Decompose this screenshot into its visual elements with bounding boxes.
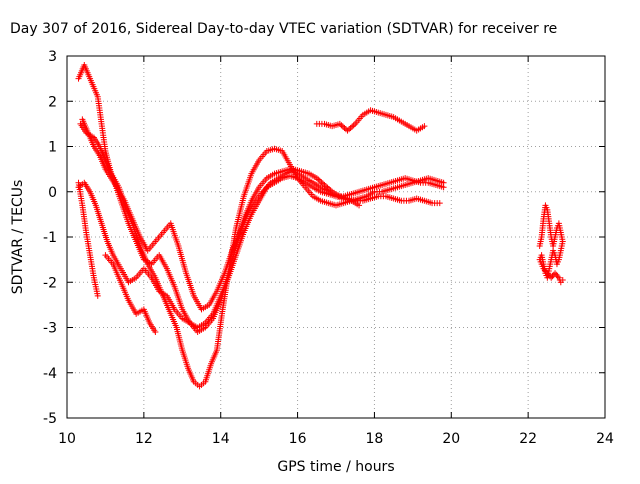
- y-tick-label: -4: [43, 366, 57, 382]
- x-tick-label: 18: [366, 431, 384, 447]
- data-point: [421, 123, 428, 130]
- series-track-7: [313, 107, 428, 134]
- series-track-6: [102, 252, 159, 336]
- chart-title: Day 307 of 2016, Sidereal Day-to-day VTE…: [10, 21, 557, 37]
- y-tick-label: 0: [48, 185, 57, 201]
- points-layer: [75, 62, 566, 390]
- data-point: [316, 177, 323, 184]
- data-point: [350, 122, 357, 129]
- series-track-4: [79, 116, 443, 313]
- x-tick-label: 22: [519, 431, 537, 447]
- y-tick-label: -1: [43, 230, 57, 246]
- data-point: [326, 186, 333, 193]
- y-tick-label: 2: [48, 94, 57, 110]
- series-track-1: [75, 62, 363, 390]
- y-axis-label: SDTVAR / TECUs: [10, 180, 26, 295]
- data-point: [344, 127, 351, 134]
- x-axis-label: GPS time / hours: [277, 459, 394, 475]
- data-point: [440, 179, 447, 186]
- grid-layer: [67, 56, 605, 418]
- y-tick-label: -5: [43, 411, 57, 427]
- x-tick-label: 14: [212, 431, 230, 447]
- data-point: [341, 124, 348, 131]
- x-tick-label: 16: [289, 431, 307, 447]
- data-point: [349, 123, 356, 130]
- data-point: [152, 329, 159, 336]
- y-tick-label: -3: [43, 321, 57, 337]
- y-tick-label: 1: [48, 140, 57, 156]
- data-point: [338, 122, 345, 129]
- x-tick-label: 12: [135, 431, 153, 447]
- data-point: [94, 292, 101, 299]
- series-track-8: [536, 202, 566, 286]
- data-point: [347, 124, 354, 131]
- data-point: [356, 202, 363, 209]
- x-tick-label: 10: [58, 431, 76, 447]
- y-tick-label: 3: [48, 49, 57, 65]
- data-point: [559, 276, 566, 283]
- x-tick-label: 20: [442, 431, 460, 447]
- data-point: [346, 126, 353, 133]
- y-tick-label: -2: [43, 275, 57, 291]
- data-point: [436, 200, 443, 207]
- series-track-5: [75, 179, 101, 299]
- data-point: [318, 179, 325, 186]
- x-tick-label: 24: [596, 431, 614, 447]
